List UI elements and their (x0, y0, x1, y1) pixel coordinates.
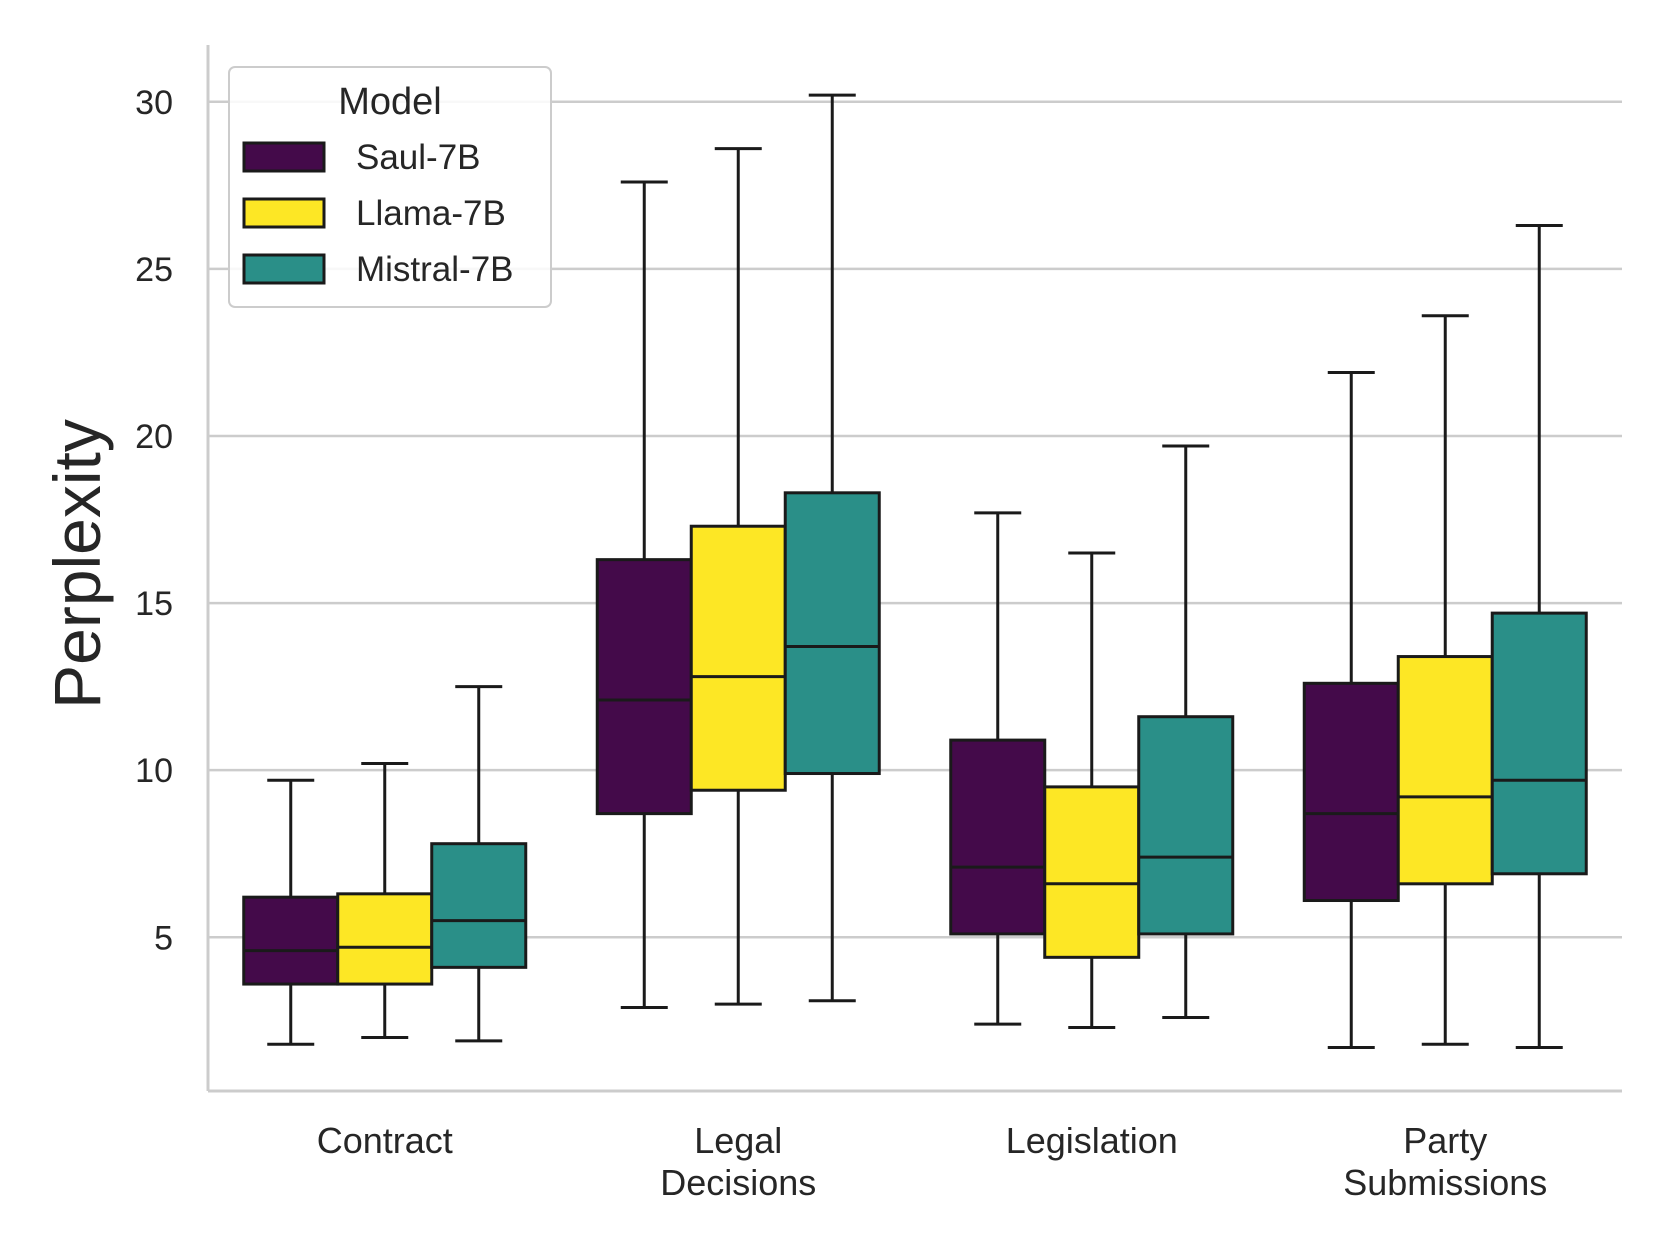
iqr-box (1137, 715, 1235, 936)
iqr-box (1043, 785, 1141, 959)
box-saul-7b-1 (595, 180, 693, 1009)
iqr-box (430, 842, 528, 969)
box-saul-7b-0 (242, 778, 340, 1046)
box-mistral-7b-1 (783, 93, 881, 1003)
y-tick-label-20: 20 (135, 418, 173, 456)
box-llama-7b-3 (1396, 314, 1494, 1046)
x-tick-label-0: Contract (317, 1120, 453, 1161)
y-tick-label-25: 25 (135, 251, 173, 289)
box-mistral-7b-0 (430, 685, 528, 1043)
box-llama-7b-0 (336, 761, 434, 1040)
box-mistral-7b-2 (1137, 444, 1235, 1019)
iqr-box (689, 524, 787, 792)
box-saul-7b-3 (1302, 371, 1400, 1050)
legend-label-llama-7b: Llama-7B (356, 194, 506, 233)
legend-title: Model (338, 81, 442, 123)
iqr-box (242, 895, 340, 986)
y-tick-label-10: 10 (135, 752, 173, 790)
legend-swatch-saul-7b (242, 141, 326, 173)
iqr-box (1302, 681, 1400, 903)
box-saul-7b-2 (949, 511, 1047, 1026)
legend-entries: Saul-7B Llama-7B Mistral-7B (242, 138, 514, 289)
x-tick-label-3-line0: Party (1403, 1120, 1487, 1161)
y-tick-label-5: 5 (154, 919, 173, 957)
iqr-box (1490, 611, 1588, 876)
x-tick-label-1-line0: Legal (694, 1120, 782, 1161)
box-llama-7b-2 (1043, 551, 1141, 1030)
x-tick-label-2: Legislation (1006, 1120, 1178, 1161)
box-mistral-7b-3 (1490, 223, 1588, 1050)
box-plots (242, 93, 1588, 1050)
y-tick-label-30: 30 (135, 84, 173, 122)
legend-label-saul-7b: Saul-7B (356, 138, 481, 177)
y-axis-label: Perplexity (40, 419, 114, 709)
iqr-box (1396, 655, 1494, 886)
iqr-box (949, 738, 1047, 936)
box-llama-7b-1 (689, 147, 787, 1006)
legend: Model Saul-7B Llama-7B Mistral-7B (228, 66, 552, 308)
iqr-box (595, 558, 693, 816)
legend-frame (228, 66, 552, 308)
legend-swatch-llama-7b (242, 197, 326, 229)
legend-swatch-mistral-7b (242, 253, 326, 285)
legend-label-mistral-7b: Mistral-7B (356, 250, 514, 289)
iqr-box (783, 491, 881, 776)
x-tick-label-1-line1: Decisions (660, 1162, 816, 1203)
y-tick-label-15: 15 (135, 585, 173, 623)
x-tick-label-3-line1: Submissions (1343, 1162, 1547, 1203)
iqr-box (336, 892, 434, 986)
